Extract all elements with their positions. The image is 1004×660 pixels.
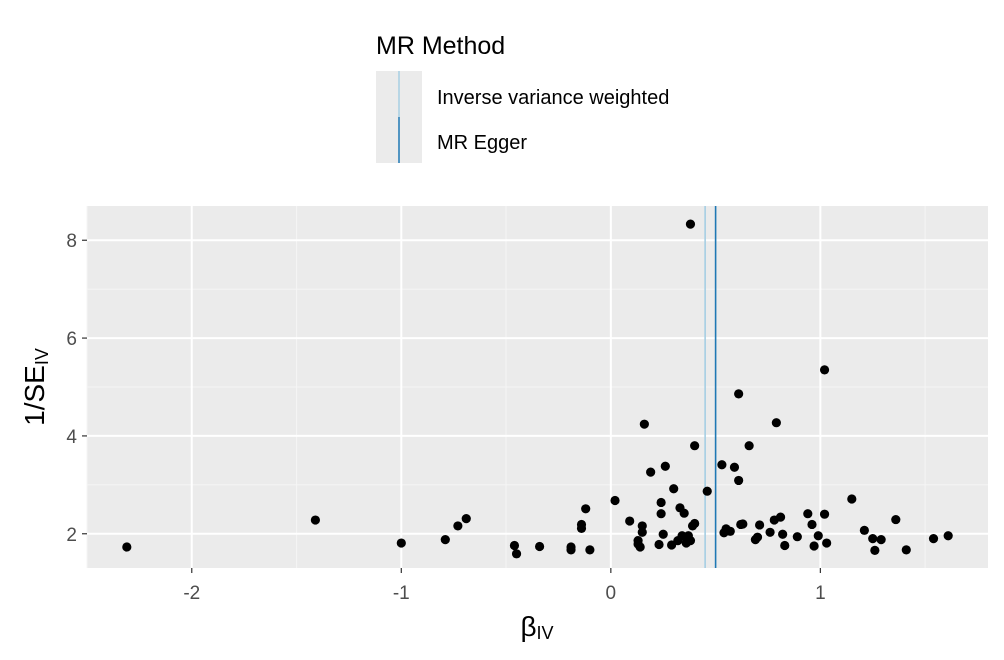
- data-point: [771, 418, 781, 428]
- data-points: [122, 219, 953, 559]
- data-point: [775, 512, 786, 522]
- data-point: [625, 516, 635, 526]
- data-point: [637, 521, 647, 531]
- data-point: [901, 545, 911, 555]
- data-point: [690, 441, 700, 451]
- data-point: [310, 515, 320, 525]
- y-axis-title-sub: IV: [32, 348, 52, 365]
- data-point: [646, 467, 656, 477]
- grid-minor: [86, 206, 988, 568]
- data-point: [780, 540, 790, 551]
- data-point: [778, 529, 788, 539]
- data-point: [566, 542, 576, 552]
- legend-key-ivw: [376, 71, 422, 117]
- x-tick-label: -2: [183, 583, 200, 604]
- legend-key-egger: [376, 117, 422, 163]
- y-tick-label: 6: [66, 329, 77, 350]
- y-axis-ticks: 2 4 6 8: [66, 231, 87, 546]
- data-point: [792, 532, 802, 542]
- data-point: [396, 538, 406, 548]
- data-point: [654, 539, 664, 550]
- data-point: [809, 541, 819, 551]
- legend-label-egger: MR Egger: [437, 132, 527, 154]
- y-tick-label: 8: [66, 231, 77, 252]
- data-point: [660, 461, 670, 471]
- legend-label-ivw: Inverse variance weighted: [437, 87, 669, 109]
- data-point: [702, 486, 712, 496]
- data-point: [859, 525, 869, 535]
- data-point: [928, 534, 939, 544]
- y-tick-label: 2: [66, 525, 77, 546]
- data-point: [868, 534, 878, 544]
- x-axis-ticks: -2 -1 0 1: [183, 568, 826, 604]
- y-axis-title: 1/SEIV: [19, 348, 52, 426]
- data-point: [744, 441, 754, 451]
- x-tick-label: 1: [815, 583, 826, 604]
- data-point: [870, 545, 880, 555]
- data-point: [461, 513, 471, 524]
- data-point: [734, 389, 744, 399]
- data-point: [807, 519, 817, 530]
- data-point: [847, 494, 857, 504]
- data-point: [803, 509, 813, 519]
- grid-major: [87, 206, 988, 568]
- data-point: [752, 532, 763, 542]
- data-point: [765, 527, 775, 537]
- x-tick-label: -1: [393, 583, 410, 604]
- y-axis-title-main: 1/SE: [19, 365, 50, 426]
- data-point: [576, 519, 587, 530]
- data-point: [679, 508, 689, 518]
- data-point: [610, 495, 620, 506]
- legend: MR Method Inverse variance weighted MR E…: [376, 32, 669, 163]
- x-axis-title-main: β: [520, 611, 536, 642]
- data-point: [717, 460, 727, 470]
- data-point: [635, 542, 645, 552]
- data-point: [581, 504, 591, 514]
- x-axis-title: βIV: [520, 611, 553, 643]
- data-point: [943, 531, 953, 541]
- data-point: [822, 538, 832, 548]
- data-point: [656, 509, 666, 519]
- data-point: [819, 365, 830, 375]
- data-point: [453, 521, 463, 531]
- data-point: [685, 536, 696, 546]
- data-point: [876, 535, 886, 545]
- data-point: [656, 497, 666, 508]
- data-point: [677, 531, 687, 541]
- x-axis-title-sub: IV: [537, 623, 554, 643]
- data-point: [891, 514, 901, 525]
- data-point: [813, 531, 823, 541]
- legend-title: MR Method: [376, 32, 505, 60]
- y-tick-label: 4: [66, 427, 77, 448]
- data-point: [819, 509, 830, 519]
- data-point: [690, 518, 700, 529]
- x-tick-label: 0: [606, 583, 617, 604]
- data-point: [637, 527, 647, 537]
- method-lines: [704, 206, 717, 568]
- data-point: [585, 545, 595, 555]
- data-point: [685, 219, 696, 229]
- data-point: [734, 475, 744, 486]
- data-point: [755, 520, 765, 530]
- data-point: [509, 540, 520, 551]
- data-point: [669, 484, 679, 494]
- data-point: [534, 541, 545, 552]
- data-point: [658, 529, 668, 539]
- data-point: [725, 526, 735, 536]
- data-point: [738, 519, 748, 529]
- data-point: [122, 542, 132, 552]
- data-point: [440, 535, 450, 545]
- data-point: [511, 549, 522, 559]
- data-point: [639, 419, 649, 429]
- data-point: [729, 462, 740, 472]
